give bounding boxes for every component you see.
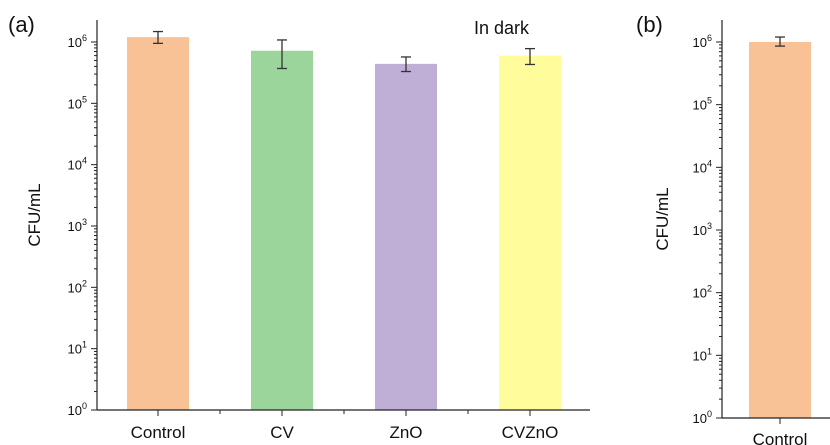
bar-cvzno [499, 55, 561, 411]
panel-label: (a) [8, 12, 35, 37]
y-tick-label: 100 [68, 401, 87, 418]
y-tick-label: 105 [693, 96, 712, 113]
error-bar-zno [401, 56, 411, 73]
bar-zno [375, 63, 437, 411]
error-bar-cv [277, 39, 287, 70]
error-bar-cvzno [525, 47, 535, 66]
y-axis-label: CFU/mL [25, 183, 44, 246]
x-tick-label: Control [131, 423, 186, 442]
annotation-in-dark: In dark [474, 18, 530, 38]
y-tick-label: 104 [693, 158, 712, 175]
y-tick-label: 103 [693, 221, 712, 238]
bar-control [127, 37, 189, 410]
x-tick-label: CVZnO [502, 423, 559, 442]
y-tick-label: 102 [693, 284, 712, 301]
y-tick-label: 101 [693, 346, 712, 363]
chart-panel-b: Control 100 101 102 103 104 105 106 CFU/mL (b) [636, 12, 830, 445]
error-bar-control [775, 36, 785, 47]
y-tick-label: 105 [68, 94, 87, 111]
y-tick-label: 102 [68, 278, 87, 295]
panel-label: (b) [636, 12, 663, 37]
x-tick-label: ZnO [389, 423, 422, 442]
bar-control [749, 42, 811, 418]
y-axis-label: CFU/mL [653, 187, 672, 250]
y-tick-label: 104 [68, 156, 87, 173]
y-tick-label: 106 [693, 33, 712, 50]
y-tick-label: 106 [68, 33, 87, 50]
y-tick-label: 103 [68, 217, 87, 234]
x-tick-label: CV [270, 423, 294, 442]
y-tick-label: 100 [693, 409, 712, 426]
bar-cv [251, 50, 313, 410]
error-bar-control [153, 30, 163, 45]
chart-panel-a: Control CV ZnO CVZnO100101102103104105106CF… [8, 12, 590, 442]
x-tick-label: Control [753, 430, 808, 445]
y-tick-label: 101 [68, 340, 87, 357]
